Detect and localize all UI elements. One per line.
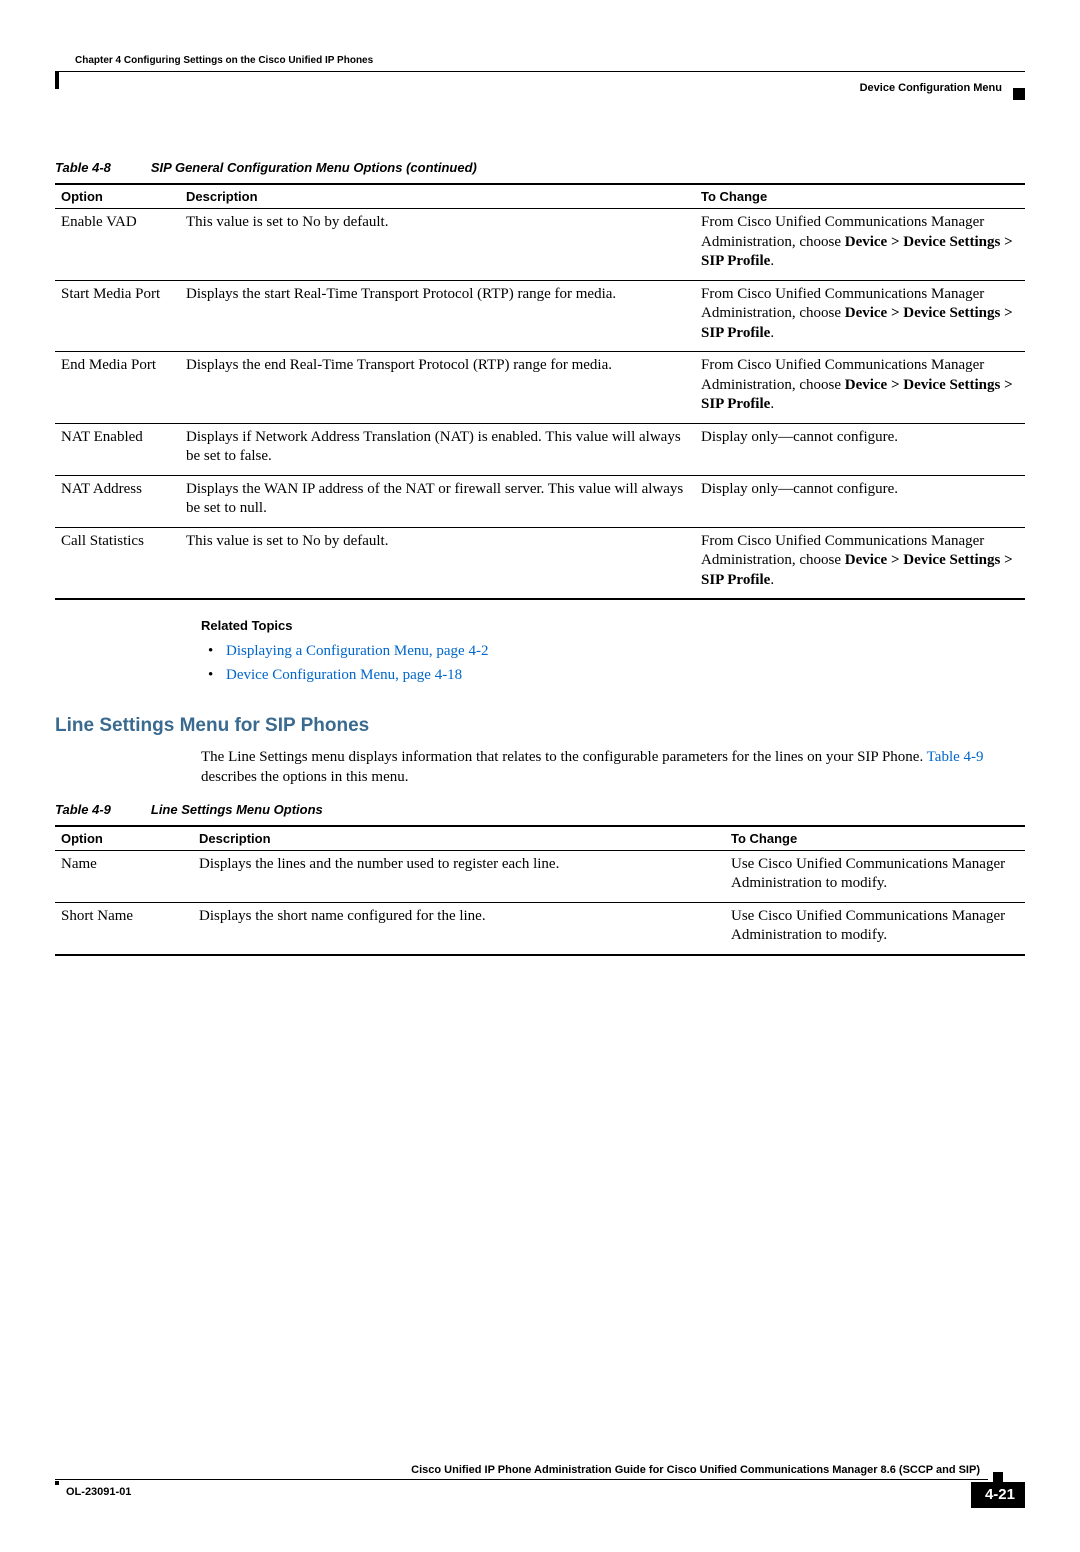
table2-h-change: To Change xyxy=(725,826,1025,851)
cell-option: NAT Enabled xyxy=(55,423,180,475)
footer-left-marker xyxy=(55,1481,59,1485)
table-row: NAT EnabledDisplays if Network Address T… xyxy=(55,423,1025,475)
cell-desc: Displays the start Real-Time Transport P… xyxy=(180,280,695,352)
cell-change: From Cisco Unified Communications Manage… xyxy=(695,352,1025,424)
table1-h-change: To Change xyxy=(695,184,1025,209)
cell-desc: Displays the end Real-Time Transport Pro… xyxy=(180,352,695,424)
section-body-link[interactable]: Table 4-9 xyxy=(927,749,984,765)
header-marker-left xyxy=(55,71,59,89)
table1: Option Description To Change Enable VADT… xyxy=(55,183,1025,600)
related-topics: Related Topics Displaying a Configuratio… xyxy=(201,618,1025,687)
table2: Option Description To Change NameDisplay… xyxy=(55,825,1025,956)
cell-change: Display only—cannot configure. xyxy=(695,423,1025,475)
section-heading: Line Settings Menu for SIP Phones xyxy=(55,715,1025,737)
table-row: Call StatisticsThis value is set to No b… xyxy=(55,527,1025,599)
footer-right-marker xyxy=(993,1472,1003,1482)
table1-h-desc: Description xyxy=(180,184,695,209)
cell-option: Call Statistics xyxy=(55,527,180,599)
table2-caption: Table 4-9Line Settings Menu Options xyxy=(55,802,1025,817)
related-link-item: Displaying a Configuration Menu, page 4-… xyxy=(216,639,1025,663)
section-body: The Line Settings menu displays informat… xyxy=(201,747,1025,788)
cell-option: NAT Address xyxy=(55,475,180,527)
cell-desc: Displays the WAN IP address of the NAT o… xyxy=(180,475,695,527)
cell-change: Display only—cannot configure. xyxy=(695,475,1025,527)
chapter-label: Chapter 4 Configuring Settings on the Ci… xyxy=(75,55,373,66)
table1-tag: Table 4-8 xyxy=(55,160,151,175)
section-body-post: describes the options in this menu. xyxy=(201,769,408,785)
cell-change: From Cisco Unified Communications Manage… xyxy=(695,209,1025,281)
header-rule xyxy=(59,71,1025,72)
footer-doc-id: OL-23091-01 xyxy=(66,1486,131,1498)
table-row: NAT AddressDisplays the WAN IP address o… xyxy=(55,475,1025,527)
cell-change: Use Cisco Unified Communications Manager… xyxy=(725,902,1025,955)
cell-desc: Displays the short name configured for t… xyxy=(193,902,725,955)
cell-option: End Media Port xyxy=(55,352,180,424)
cell-desc: Displays if Network Address Translation … xyxy=(180,423,695,475)
cell-option: Short Name xyxy=(55,902,193,955)
cell-change: From Cisco Unified Communications Manage… xyxy=(695,280,1025,352)
table-row: Short NameDisplays the short name config… xyxy=(55,902,1025,955)
footer-page-num: 4-21 xyxy=(971,1482,1025,1508)
table-row: Enable VADThis value is set to No by def… xyxy=(55,209,1025,281)
table1-title: SIP General Configuration Menu Options (… xyxy=(151,160,477,175)
cell-option: Name xyxy=(55,850,193,902)
table-row: End Media PortDisplays the end Real-Time… xyxy=(55,352,1025,424)
related-link-item: Device Configuration Menu, page 4-18 xyxy=(216,663,1025,687)
cell-desc: Displays the lines and the number used t… xyxy=(193,850,725,902)
footer-guide-title: Cisco Unified IP Phone Administration Gu… xyxy=(411,1464,980,1476)
table2-tag: Table 4-9 xyxy=(55,802,151,817)
table1-h-option: Option xyxy=(55,184,180,209)
cell-option: Enable VAD xyxy=(55,209,180,281)
table1-caption: Table 4-8SIP General Configuration Menu … xyxy=(55,160,1025,175)
cell-desc: This value is set to No by default. xyxy=(180,527,695,599)
cell-change: From Cisco Unified Communications Manage… xyxy=(695,527,1025,599)
breadcrumb: Device Configuration Menu xyxy=(860,82,1002,94)
footer-rule xyxy=(55,1479,988,1480)
related-link[interactable]: Device Configuration Menu, page 4-18 xyxy=(226,667,462,683)
table2-title: Line Settings Menu Options xyxy=(151,802,323,817)
cell-change: Use Cisco Unified Communications Manager… xyxy=(725,850,1025,902)
related-heading: Related Topics xyxy=(201,618,1025,633)
header-marker-right xyxy=(1013,88,1025,100)
table-row: Start Media PortDisplays the start Real-… xyxy=(55,280,1025,352)
section-body-pre: The Line Settings menu displays informat… xyxy=(201,749,927,765)
table-row: NameDisplays the lines and the number us… xyxy=(55,850,1025,902)
cell-desc: This value is set to No by default. xyxy=(180,209,695,281)
table2-h-option: Option xyxy=(55,826,193,851)
cell-option: Start Media Port xyxy=(55,280,180,352)
table2-h-desc: Description xyxy=(193,826,725,851)
related-link[interactable]: Displaying a Configuration Menu, page 4-… xyxy=(226,643,488,659)
